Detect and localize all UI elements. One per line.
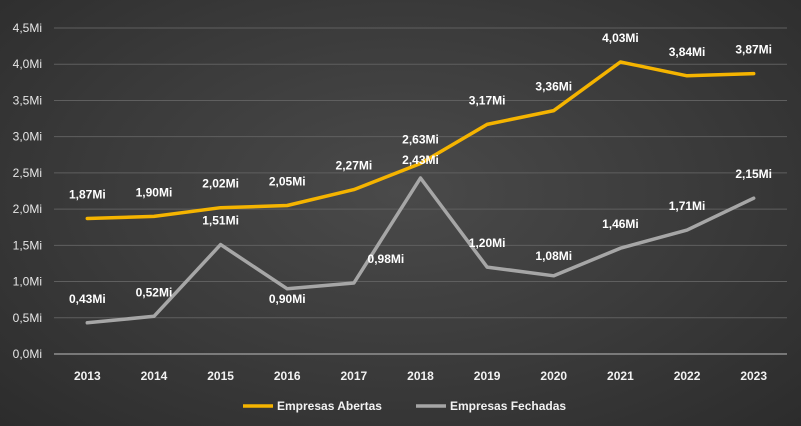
x-tick-label: 2018 [407, 369, 434, 383]
data-label: 1,08Mi [535, 249, 572, 263]
x-tick-label: 2022 [674, 369, 701, 383]
data-label: 0,98Mi [368, 252, 405, 266]
x-tick-label: 2017 [341, 369, 368, 383]
data-label: 2,43Mi [402, 153, 439, 167]
legend-entry: Empresas Abertas [277, 399, 382, 413]
series-group [85, 60, 756, 325]
gridlines [54, 27, 787, 355]
data-label: 1,51Mi [202, 214, 239, 228]
y-tick-label: 3,5Mi [13, 93, 42, 107]
data-label: 4,03Mi [602, 31, 639, 45]
x-axis: 2013 2014 2015 2016 2017 2018 2019 2020 2021 2022… [74, 369, 767, 383]
y-tick-label: 4,5Mi [13, 21, 42, 35]
x-tick-label: 2014 [141, 369, 168, 383]
x-tick-label: 2019 [474, 369, 501, 383]
data-label: 1,90Mi [136, 185, 173, 199]
y-tick-label: 0,0Mi [13, 347, 42, 361]
y-tick-label: 2,5Mi [13, 166, 42, 180]
series-line-empresas-abertas [85, 60, 756, 221]
x-tick-label: 2021 [607, 369, 634, 383]
y-tick-label: 2,0Mi [13, 202, 42, 216]
y-tick-label: 0,5Mi [13, 311, 42, 325]
data-label: 0,43Mi [69, 292, 106, 306]
x-tick-label: 2020 [540, 369, 567, 383]
y-tick-label: 3,0Mi [13, 130, 42, 144]
y-tick-label: 1,0Mi [13, 275, 42, 289]
y-tick-label: 1,5Mi [13, 238, 42, 252]
data-label: 2,27Mi [336, 159, 373, 173]
data-label: 2,15Mi [735, 167, 772, 181]
data-label: 3,87Mi [735, 43, 772, 57]
x-tick-label: 2023 [740, 369, 767, 383]
series-line-empresas-fechadas [85, 176, 756, 325]
data-label: 2,02Mi [202, 177, 239, 191]
data-label: 1,46Mi [602, 217, 639, 231]
data-label: 1,20Mi [469, 236, 506, 250]
data-label: 1,71Mi [669, 199, 706, 213]
data-label: 3,17Mi [469, 93, 506, 107]
data-label: 2,63Mi [402, 132, 439, 146]
data-label: 1,87Mi [69, 188, 106, 202]
data-label: 3,84Mi [669, 45, 706, 59]
x-tick-label: 2013 [74, 369, 101, 383]
data-label: 0,52Mi [136, 285, 173, 299]
y-axis: 0,0Mi 0,5Mi 1,0Mi 1,5Mi 2,0Mi 2,5Mi 3,0Mi 3,5Mi… [13, 21, 42, 361]
data-label: 2,05Mi [269, 174, 306, 188]
legend: Empresas Abertas Empresas Fechadas [243, 399, 566, 413]
data-label: 0,90Mi [269, 292, 306, 306]
x-tick-label: 2016 [274, 369, 301, 383]
data-label: 3,36Mi [535, 80, 572, 94]
legend-entry: Empresas Fechadas [450, 399, 566, 413]
y-tick-label: 4,0Mi [13, 57, 42, 71]
x-tick-label: 2015 [207, 369, 234, 383]
data-labels: 1,87Mi 1,90Mi 2,02Mi 2,05Mi 2,27Mi 2,63Mi 3,17… [69, 31, 772, 306]
